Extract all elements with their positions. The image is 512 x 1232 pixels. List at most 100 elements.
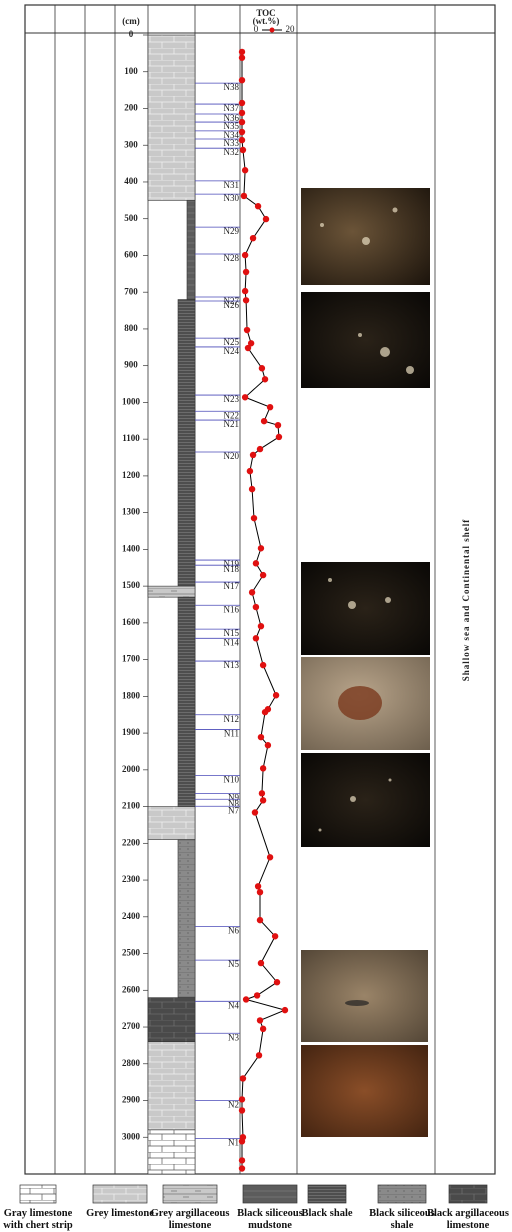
depth-tick-label: 1400 xyxy=(122,543,141,553)
depth-tick-label: 800 xyxy=(124,323,138,333)
toc-point xyxy=(275,433,283,441)
toc-point xyxy=(256,916,264,924)
sample-label: N19 xyxy=(224,559,240,569)
depth-tick-label: 700 xyxy=(124,286,138,296)
depth-tick-label: 2200 xyxy=(122,837,141,847)
toc-point xyxy=(241,287,249,295)
sample-label: N24 xyxy=(224,346,240,356)
toc-point xyxy=(243,326,251,334)
frame xyxy=(24,4,496,1175)
legend-swatch xyxy=(307,1184,347,1204)
sample-label: N32 xyxy=(224,147,240,157)
toc-point xyxy=(238,1107,246,1114)
toc-point xyxy=(238,118,246,126)
toc-point xyxy=(259,571,267,579)
depth-tick-label: 2900 xyxy=(122,1095,141,1105)
toc-point xyxy=(238,109,246,117)
toc-point xyxy=(253,992,261,999)
sample-label: N8 xyxy=(228,798,239,808)
sample-label: N29 xyxy=(224,226,240,236)
depth-unit: (cm) xyxy=(122,16,140,26)
toc-point xyxy=(259,1025,267,1033)
legend-swatch xyxy=(377,1184,427,1204)
depth-tick-label: 1000 xyxy=(122,396,141,406)
lithology-bed xyxy=(177,299,196,587)
legend-swatch xyxy=(242,1184,298,1204)
toc-unit: (wt.%) xyxy=(253,16,280,26)
sample-label: N36 xyxy=(224,113,240,123)
toc-tick-label: 0 xyxy=(254,24,259,34)
sample-label: N21 xyxy=(224,419,240,429)
toc-point xyxy=(247,340,255,347)
toc-point xyxy=(248,589,256,596)
depth-tick-label: 2800 xyxy=(122,1058,141,1068)
toc-point xyxy=(261,376,269,383)
toc-point xyxy=(258,365,266,372)
sample-label: N18 xyxy=(224,564,240,574)
photos xyxy=(301,188,430,1137)
sample-label: N13 xyxy=(224,660,240,670)
depth-tick-label: 500 xyxy=(124,213,138,223)
depth-tick-label: 2100 xyxy=(122,801,141,811)
toc-point xyxy=(241,394,249,401)
toc-point xyxy=(238,136,246,144)
sample-label: N9 xyxy=(228,792,239,802)
depth-tick-label: 2600 xyxy=(122,984,141,994)
toc-point xyxy=(249,234,257,242)
toc-point xyxy=(256,1017,264,1024)
toc-point xyxy=(240,192,248,200)
toc-point xyxy=(260,417,268,425)
sample-label: N23 xyxy=(224,394,240,404)
lithology-bed xyxy=(147,1041,196,1131)
sample-label: N26 xyxy=(224,300,240,310)
depth-tick-label: 600 xyxy=(124,250,138,260)
toc-tick-label: 20 xyxy=(286,24,296,34)
sample-label: N7 xyxy=(228,805,239,815)
toc-point xyxy=(252,603,260,611)
toc-point xyxy=(238,1165,246,1172)
legend-label: Grey argillaceous limestone xyxy=(150,1208,230,1231)
sample-label: N10 xyxy=(224,774,240,784)
sample-label: N15 xyxy=(224,628,240,638)
sample-label: N17 xyxy=(224,581,240,591)
lithology-bed xyxy=(177,839,196,998)
sample-label: N37 xyxy=(224,103,240,113)
sample-label: N33 xyxy=(224,138,240,148)
sample-label: N30 xyxy=(224,193,240,203)
toc-point xyxy=(241,167,249,174)
toc-point xyxy=(273,979,281,986)
sample-label: N20 xyxy=(224,451,240,461)
toc-point xyxy=(274,421,282,429)
legend-label: Gray limestone with chert strip xyxy=(3,1208,73,1231)
legend-swatch xyxy=(92,1184,148,1204)
legend-label: Black siliceous mudstone xyxy=(237,1208,303,1231)
toc-point xyxy=(242,297,250,304)
toc-point xyxy=(266,854,274,861)
toc-point xyxy=(239,146,247,154)
lithology-bed xyxy=(186,200,196,300)
toc-point xyxy=(254,203,262,210)
toc-point xyxy=(254,883,262,890)
toc-point xyxy=(246,467,254,475)
depth-tick-label: 2700 xyxy=(122,1021,141,1031)
depth-tick-label: 1900 xyxy=(122,727,141,737)
toc-point xyxy=(252,635,260,642)
environment: Shallow sea and Continental shelf xyxy=(461,519,471,682)
toc-point xyxy=(257,545,265,552)
depth-tick-label: 1300 xyxy=(122,507,141,517)
legend-swatch xyxy=(162,1184,218,1204)
toc-point xyxy=(249,451,257,459)
depth-tick-label: 900 xyxy=(124,360,138,370)
toc-point xyxy=(238,1138,246,1145)
toc-point xyxy=(238,48,246,56)
legend-label: Black shale xyxy=(301,1208,353,1219)
lithology-bed xyxy=(147,997,196,1043)
lithology-bed xyxy=(177,596,196,807)
toc-point xyxy=(258,790,266,797)
toc-point xyxy=(250,514,258,522)
toc-point xyxy=(281,1006,289,1014)
depth-tick-label: 1800 xyxy=(122,690,141,700)
toc-line xyxy=(241,51,287,1169)
sample-label: N5 xyxy=(228,959,239,969)
